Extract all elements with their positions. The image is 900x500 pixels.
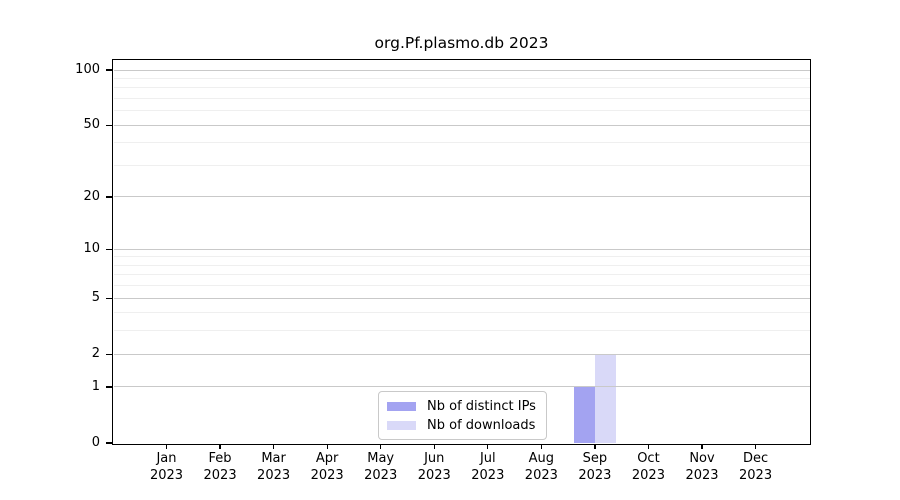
minor-gridline-6: [113, 285, 810, 287]
y-axis-label-1: 1: [91, 378, 100, 394]
legend-item-distinct-ips: Nb of distinct IPs: [387, 398, 536, 414]
x-axis-label-jan: Jan 2023: [149, 451, 184, 483]
y-axis-tick-100: [106, 69, 112, 71]
major-gridline-2: [113, 353, 810, 355]
minor-gridline-9: [113, 256, 810, 258]
x-axis-tick-sep: [594, 444, 596, 449]
minor-gridline-70: [113, 97, 810, 99]
x-axis-tick-dec: [754, 444, 757, 449]
x-axis-label-jul: Jul 2023: [471, 451, 505, 483]
minor-gridline-80: [113, 87, 810, 89]
minor-gridline-90: [113, 77, 810, 79]
y-axis-tick-0: [106, 442, 112, 444]
x-axis-label-nov: Nov 2023: [685, 451, 719, 483]
minor-gridline-60: [113, 110, 810, 112]
y-axis-tick-10: [106, 248, 112, 250]
legend-item-downloads: Nb of downloads: [387, 417, 536, 433]
major-gridline-50: [113, 124, 810, 126]
y-axis-tick-20: [106, 196, 112, 198]
major-gridline-5: [113, 297, 810, 299]
minor-gridline-40: [113, 142, 810, 144]
x-axis-label-sep: Sep 2023: [578, 451, 612, 483]
y-axis-tick-5: [106, 297, 112, 299]
y-axis-label-5: 5: [91, 290, 100, 306]
legend: Nb of distinct IPs Nb of downloads: [378, 391, 547, 440]
x-axis-label-aug: Aug 2023: [524, 451, 558, 483]
y-axis-label-20: 20: [83, 188, 100, 204]
major-gridline-20: [113, 196, 810, 198]
minor-gridline-3: [113, 330, 810, 332]
x-axis-tick-oct: [647, 444, 650, 449]
y-axis-label-10: 10: [83, 241, 100, 257]
y-axis-tick-2: [106, 353, 112, 355]
x-axis-label-jun: Jun 2023: [417, 451, 451, 483]
x-axis-label-apr: Apr 2023: [310, 451, 344, 483]
distinct-ips-swatch-icon: [387, 401, 416, 411]
x-axis-label-mar: Mar 2023: [257, 451, 291, 483]
y-axis-tick-50: [106, 124, 112, 126]
x-axis-tick-jan: [165, 444, 168, 449]
y-axis-label-2: 2: [91, 346, 100, 362]
minor-gridline-4: [113, 312, 810, 314]
major-gridline-100: [113, 69, 810, 71]
x-axis-tick-feb: [219, 444, 221, 449]
bar-distinct-ips-sep: [573, 386, 595, 443]
minor-gridline-7: [113, 274, 810, 276]
major-gridline-1: [113, 386, 810, 388]
y-axis-label-50: 50: [83, 117, 100, 133]
chart-title: org.Pf.plasmo.db 2023: [374, 34, 549, 52]
x-axis-tick-apr: [326, 444, 328, 449]
y-axis-tick-1: [106, 386, 112, 388]
y-axis-label-100: 100: [75, 62, 100, 77]
downloads-swatch-icon: [387, 420, 416, 430]
x-axis-label-feb: Feb 2023: [203, 451, 237, 483]
x-axis-label-may: May 2023: [364, 451, 398, 483]
bar-downloads-sep: [594, 354, 616, 443]
x-axis-tick-aug: [540, 444, 542, 449]
x-axis-label-dec: Dec 2023: [739, 451, 773, 483]
x-axis-tick-may: [380, 444, 382, 449]
legend-label-downloads: Nb of downloads: [427, 417, 536, 433]
major-gridline-10: [113, 248, 810, 250]
minor-gridline-30: [113, 164, 810, 166]
y-axis-label-0: 0: [91, 435, 100, 450]
legend-label-distinct-ips: Nb of distinct IPs: [427, 398, 536, 414]
minor-gridline-8: [113, 264, 810, 266]
x-axis-label-oct: Oct 2023: [631, 451, 665, 483]
x-axis-tick-jun: [433, 444, 435, 449]
x-axis-tick-mar: [272, 444, 275, 449]
x-axis-tick-jul: [487, 444, 489, 449]
x-axis-tick-nov: [701, 444, 703, 449]
